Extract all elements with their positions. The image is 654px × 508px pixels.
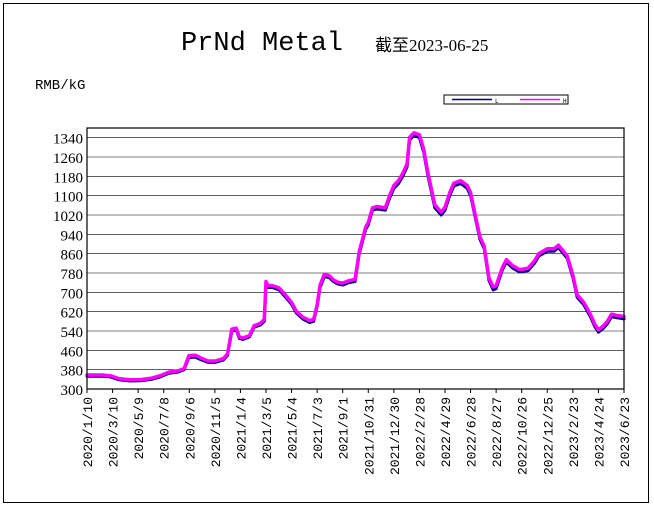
legend: L H (443, 94, 569, 105)
y-tick-label: 780 (61, 267, 84, 283)
y-tick-label: 940 (61, 228, 84, 244)
y-tick-label: 1180 (54, 170, 83, 186)
chart-title: PrNd Metal (181, 29, 343, 59)
legend-label-h: H (563, 98, 567, 105)
y-axis-label: RMB/kG (35, 78, 85, 94)
x-tick-label: 2023/6/23 (618, 397, 633, 467)
x-tick-label: 2022/2/28 (413, 397, 428, 467)
x-tick-label: 2022/12/25 (541, 397, 556, 475)
series-line-h (85, 131, 626, 382)
y-tick-label: 300 (61, 383, 84, 399)
y-tick-label: 1020 (53, 209, 83, 225)
series-line-l (85, 133, 626, 383)
y-tick-label: 460 (61, 344, 84, 360)
x-tick-label: 2020/11/5 (209, 397, 224, 467)
x-tick-label: 2020/3/10 (107, 397, 122, 467)
y-tick-label: 860 (61, 248, 84, 264)
y-tick-label: 540 (61, 325, 84, 341)
x-tick-label: 2022/6/28 (465, 397, 480, 467)
legend-box (443, 94, 569, 105)
y-tick-label: 1100 (54, 190, 83, 206)
x-tick-label: 2021/12/30 (388, 397, 403, 475)
y-tick-label: 620 (61, 306, 84, 322)
x-tick-label: 2022/8/27 (490, 397, 505, 467)
y-axis-ticks: 1340 1260 1180 1100 1020 940 860 780 700 620 540 46… (53, 132, 83, 399)
y-tick-label: 380 (61, 364, 84, 380)
y-tick-label: 1340 (53, 132, 83, 148)
y-tick-label: 1260 (53, 151, 83, 167)
x-tick-label: 2023/4/24 (592, 397, 607, 467)
x-tick-label: 2021/5/4 (286, 397, 301, 460)
x-axis-ticks: 2020/1/10 2020/3/10 2020/5/9 2020/7/8 2020/9… (81, 389, 633, 475)
grid (87, 137, 624, 390)
series (85, 131, 626, 383)
x-tick-label: 2021/7/3 (311, 397, 326, 459)
y-tick-label: 700 (61, 286, 84, 302)
x-tick-label: 2022/10/26 (516, 397, 531, 475)
x-tick-label: 2020/9/6 (183, 397, 198, 459)
x-tick-label: 2021/3/5 (260, 397, 275, 459)
x-tick-label: 2021/10/31 (362, 397, 377, 475)
x-tick-label: 2023/2/23 (567, 397, 582, 467)
x-tick-label: 2022/4/29 (439, 397, 454, 467)
legend-label-l: L (495, 98, 499, 105)
x-tick-label: 2021/9/1 (337, 397, 352, 460)
chart-subtitle: 截至2023-06-25 (375, 36, 488, 55)
x-tick-label: 2020/7/8 (158, 397, 173, 459)
plot-area (86, 127, 625, 390)
x-tick-label: 2020/1/10 (81, 397, 96, 467)
x-tick-label: 2020/5/9 (132, 397, 147, 459)
x-tick-label: 2021/1/4 (234, 397, 249, 460)
